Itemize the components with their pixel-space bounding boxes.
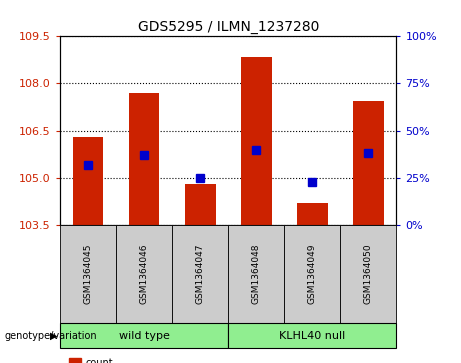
Text: GSM1364050: GSM1364050 [364, 244, 373, 305]
Text: GSM1364049: GSM1364049 [308, 244, 317, 304]
Bar [241, 57, 272, 225]
Bar [129, 93, 160, 225]
Bar [353, 101, 384, 225]
Text: ▶: ▶ [50, 331, 58, 341]
Text: GSM1364047: GSM1364047 [195, 244, 205, 304]
Text: genotype/variation: genotype/variation [5, 331, 97, 341]
Text: KLHL40 null: KLHL40 null [279, 331, 345, 341]
Text: count: count [85, 358, 113, 363]
Text: wild type: wild type [118, 331, 170, 341]
Text: GSM1364048: GSM1364048 [252, 244, 261, 304]
Title: GDS5295 / ILMN_1237280: GDS5295 / ILMN_1237280 [137, 20, 319, 34]
Bar [185, 184, 216, 225]
Text: GSM1364045: GSM1364045 [83, 244, 93, 304]
Bar [72, 137, 103, 225]
Bar [297, 203, 328, 225]
Text: GSM1364046: GSM1364046 [140, 244, 148, 304]
